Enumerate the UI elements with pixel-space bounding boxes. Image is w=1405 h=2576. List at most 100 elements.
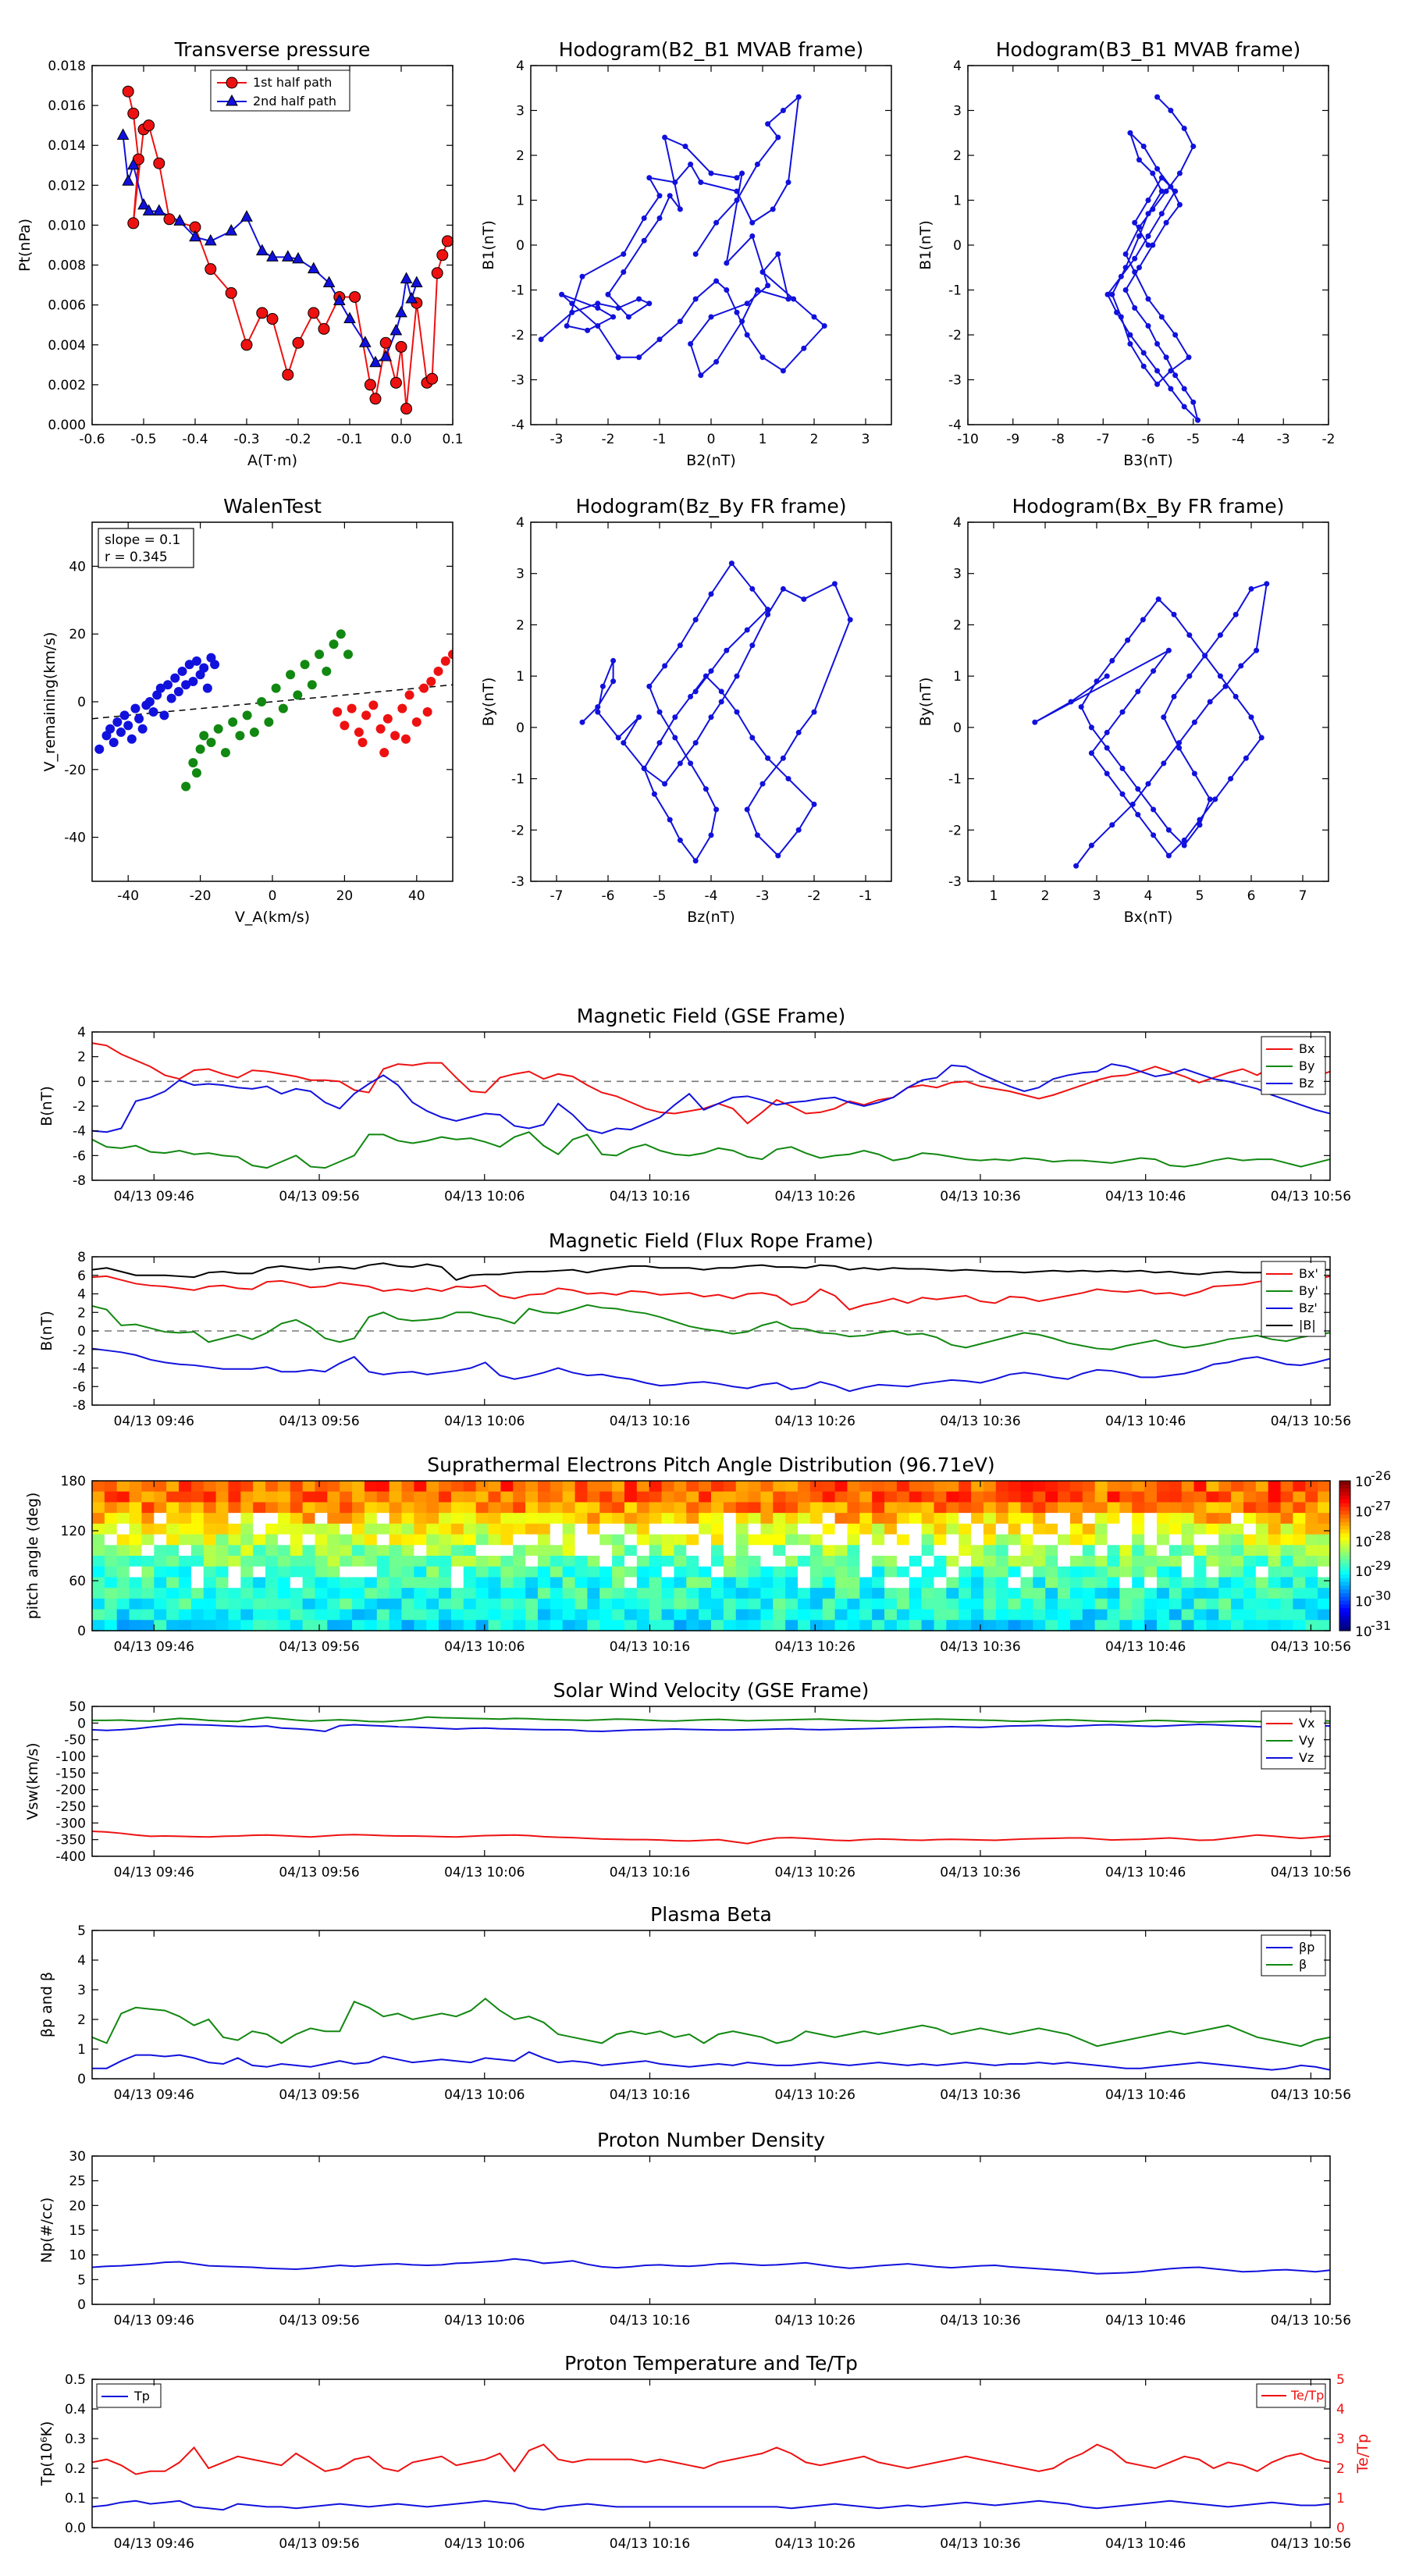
heatmap-cell <box>649 1620 663 1631</box>
series-point <box>1172 372 1179 379</box>
series-point <box>692 740 699 746</box>
heatmap-cell <box>1268 1523 1282 1535</box>
series-point <box>1118 273 1124 279</box>
heatmap-cell <box>624 1609 638 1621</box>
heatmap-cell <box>1069 1481 1083 1493</box>
heatmap-cell <box>116 1513 130 1525</box>
heatmap-cell <box>1318 1588 1331 1599</box>
heatmap-cell <box>129 1566 143 1578</box>
heatmap-cell <box>587 1545 600 1557</box>
series-point <box>780 585 786 592</box>
heatmap-cell <box>971 1513 984 1525</box>
heatmap-cell <box>773 1609 786 1621</box>
y-tick-label: -4 <box>511 418 525 433</box>
heatmap-cell <box>1218 1481 1232 1493</box>
heatmap-cell <box>389 1534 403 1546</box>
colorbar-cell <box>1339 1604 1350 1609</box>
heatmap-cell <box>1293 1502 1306 1514</box>
heatmap-cell <box>1144 1481 1158 1493</box>
heatmap-cell <box>1119 1620 1133 1631</box>
heatmap-cell <box>439 1513 452 1525</box>
heatmap-cell <box>389 1577 403 1589</box>
legend-box <box>1261 1934 1326 1976</box>
series-point <box>795 94 802 100</box>
time-tick-label: 04/13 10:26 <box>775 2087 855 2103</box>
heatmap-cell <box>959 1545 972 1557</box>
time-tick-label: 04/13 09:46 <box>114 2313 194 2329</box>
heatmap-cell <box>1293 1577 1306 1589</box>
heatmap-cell <box>240 1491 254 1503</box>
heatmap-cell <box>1168 1481 1183 1493</box>
scatter-point <box>343 649 354 660</box>
heatmap-cell <box>92 1556 105 1567</box>
series-point <box>1145 197 1151 203</box>
heatmap-cell <box>389 1491 403 1503</box>
heatmap-cell <box>1033 1556 1046 1567</box>
heatmap-cell <box>116 1598 130 1610</box>
series-point <box>801 345 807 351</box>
heatmap-cell <box>190 1545 205 1557</box>
heatmap-cell <box>1193 1609 1207 1621</box>
heatmap-cell <box>959 1481 972 1493</box>
heatmap-cell <box>934 1609 947 1621</box>
x-axis-label: B3(nT) <box>1123 452 1173 469</box>
heatmap-cell <box>129 1513 143 1525</box>
heatmap-cell <box>798 1577 811 1589</box>
heatmap-cell <box>190 1491 205 1503</box>
heatmap-cell <box>686 1556 699 1567</box>
series-point <box>163 213 176 226</box>
y-tick-label: 4 <box>77 1953 86 1969</box>
heatmap-cell <box>1255 1502 1269 1514</box>
y-tick-label: 2 <box>953 148 962 164</box>
heatmap-cell <box>513 1523 526 1535</box>
heatmap-cell <box>636 1534 650 1546</box>
y-tick-label: 0 <box>77 2297 86 2313</box>
heatmap-cell <box>1020 1502 1033 1514</box>
heatmap-cell <box>1082 1502 1096 1514</box>
heatmap-cell <box>1107 1491 1120 1503</box>
scatter-point <box>347 703 357 713</box>
heatmap-cell <box>488 1620 501 1631</box>
legend-label: Vx <box>1299 1716 1314 1731</box>
heatmap-cell <box>488 1609 501 1621</box>
heatmap-cell <box>1181 1577 1195 1589</box>
heatmap-cell <box>129 1491 143 1503</box>
heatmap-cell <box>735 1620 749 1631</box>
series-point <box>831 581 838 587</box>
heatmap-cell <box>1132 1523 1145 1535</box>
series-point <box>1228 776 1234 782</box>
time-tick-label: 04/13 10:56 <box>1271 1865 1351 1880</box>
heatmap-cell <box>599 1513 613 1525</box>
heatmap-cell <box>340 1545 353 1557</box>
heatmap-cell <box>735 1556 749 1567</box>
series-point <box>595 704 601 710</box>
time-tick-label: 04/13 10:46 <box>1105 2087 1186 2103</box>
heatmap-cell <box>141 1577 155 1589</box>
x-tick-label: -8 <box>1051 432 1065 447</box>
scatter-point <box>123 720 133 731</box>
x-tick-label: 1 <box>990 888 998 904</box>
heatmap-cell <box>896 1502 910 1514</box>
time-tick-label: 04/13 10:06 <box>444 1189 525 1204</box>
heatmap-cell <box>1305 1523 1318 1535</box>
heatmap-cell <box>376 1481 390 1493</box>
heatmap-cell <box>104 1588 118 1599</box>
heatmap-cell <box>500 1523 514 1535</box>
heatmap-cell <box>475 1502 489 1514</box>
heatmap-cell <box>872 1545 885 1557</box>
series-point <box>1172 188 1179 194</box>
heatmap-cell <box>760 1491 774 1503</box>
series-point <box>646 683 653 689</box>
x-tick-label: 4 <box>1144 888 1153 904</box>
heatmap-cell <box>872 1513 885 1525</box>
legend-label: By <box>1299 1059 1314 1073</box>
heatmap-cell <box>636 1491 650 1503</box>
heatmap-cell <box>1181 1609 1195 1621</box>
heatmap-cell <box>253 1523 266 1535</box>
heatmap-cell <box>376 1556 390 1567</box>
heatmap-cell <box>1305 1620 1318 1631</box>
heatmap-cell <box>574 1556 588 1567</box>
series-point <box>610 657 617 664</box>
heatmap-cell <box>500 1598 514 1610</box>
series-point <box>1104 291 1111 297</box>
